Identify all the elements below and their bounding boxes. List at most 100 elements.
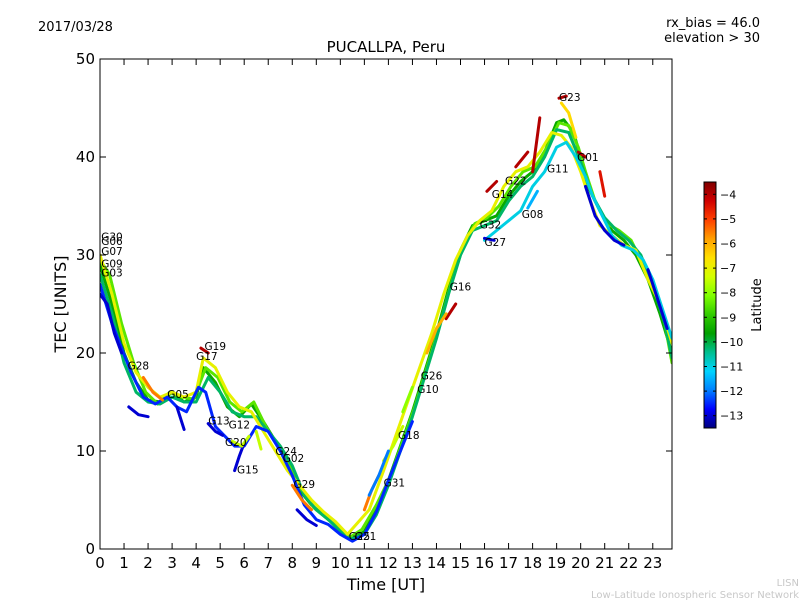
satellite-label-g01: G01 [577,152,599,164]
series-line-10 [233,441,246,473]
satellite-label-g28: G28 [128,361,150,373]
satellite-label-g19: G19 [205,341,227,353]
x-tick-label: 16 [475,554,494,572]
series-line-9 [206,422,225,437]
chart-info-rxbias: rx_bias = 46.0 [666,16,760,31]
chart-date: 2017/03/28 [38,20,113,35]
footer-network: Low-Latitude Ionospheric Sensor Network [591,590,799,600]
y-tick-label: 0 [85,540,95,558]
footer-lisn: LISN [777,578,799,589]
series-line-13 [584,184,626,247]
series-line-8 [175,405,186,431]
colorbar-tick-label: −5 [720,213,736,226]
series-line-6 [100,292,124,355]
x-tick-label: 22 [619,554,638,572]
colorbar-ticks: −4 −5 −6 −7 −8 −9 −10 −11 −12 −13 [704,188,743,423]
x-tick-label: 10 [331,554,350,572]
y-tick-label: 20 [76,344,95,362]
satellite-label-g15: G15 [237,465,259,477]
x-axis-label: Time [UT] [346,575,425,594]
plot-area-frame [99,58,673,550]
satellite-label-g06: G06 [101,236,123,248]
x-tick-label: 14 [427,554,446,572]
satellite-label-g25: G25 [349,531,371,543]
series-line-23 [141,376,164,402]
series-line-19 [557,94,568,100]
satellite-label-g09: G09 [101,259,123,271]
axis-layer: 0 1 2 3 4 5 6 7 8 9 10 11 12 13 14 15 16 17 18 19 20 21 22 2301… [76,50,672,572]
y-tick-label: 30 [76,246,95,264]
satellite-label-g26: G26 [421,371,443,383]
satellite-label-g14: G14 [492,189,514,201]
satellite-label-g13: G13 [208,416,230,428]
colorbar-tick-label: −11 [720,361,743,374]
satellite-label-g07: G07 [101,246,123,258]
satellite-label-g10: G10 [417,384,439,396]
satellite-label-g18: G18 [398,430,420,442]
series-line-29 [254,429,263,451]
x-tick-label: 6 [239,554,249,572]
x-tick-label: 9 [312,554,322,572]
x-tick-label: 0 [95,554,105,572]
y-tick-label: 50 [76,50,95,68]
series-line-14 [646,268,669,330]
x-tick-label: 4 [191,554,201,572]
satellite-label-g16: G16 [450,281,472,293]
series-line-12 [483,236,496,242]
x-tick-label: 23 [643,554,662,572]
colorbar-tick-label: −13 [720,410,743,423]
series-layer [100,94,672,543]
satellite-label-g02: G02 [283,453,305,465]
series-line-16 [485,180,499,193]
satellite-label-g03: G03 [101,268,123,280]
colorbar-tick-label: −9 [720,311,736,324]
x-tick-label: 18 [523,554,542,572]
series-line-7 [127,405,150,419]
satellite-label-g32: G32 [480,220,502,232]
satellite-label-g12: G12 [229,420,251,432]
y-tick-label: 40 [76,148,95,166]
series-line-32 [526,189,539,210]
colorbar-tick-label: −12 [720,385,743,398]
x-tick-label: 20 [571,554,590,572]
satellite-label-g27: G27 [485,237,507,249]
x-tick-label: 21 [595,554,614,572]
chart-info-elevation: elevation > 30 [664,31,760,46]
series-line-17 [514,150,530,169]
satellite-label-g22: G22 [505,175,527,187]
satellite-label-g24: G24 [275,446,297,458]
x-tick-label: 7 [263,554,273,572]
series-line-5 [483,140,672,340]
x-tick-label: 5 [215,554,225,572]
satellite-label-g30: G30 [101,231,123,243]
series-line-15 [199,346,210,355]
series-line-26 [425,312,448,355]
series-line-22 [598,170,607,198]
satellite-label-g31: G31 [384,477,406,489]
satellite-label-g11: G11 [547,164,569,176]
x-tick-label: 13 [403,554,422,572]
chart-title: PUCALLPA, Peru [327,38,446,56]
satellite-label-g29: G29 [294,479,316,491]
x-tick-label: 12 [379,554,398,572]
x-tick-label: 8 [287,554,297,572]
series-line-20 [576,150,587,159]
x-tick-label: 3 [167,554,177,572]
series-line-27 [559,101,578,139]
colorbar-label: Latitude [750,278,765,332]
series-line-18 [531,116,542,174]
series-line-2 [100,128,672,541]
satellite-label-g08: G08 [522,209,544,221]
y-tick-label: 10 [76,442,95,460]
colorbar: −4 −5 −6 −7 −8 −9 −10 −11 −12 −13 Latitude [703,181,765,429]
series-line-31 [401,385,414,414]
colorbar-tick-label: −7 [720,262,736,275]
colorbar-tick-label: −8 [720,287,736,300]
satellite-label-g20: G20 [225,437,247,449]
x-tick-label: 1 [119,554,129,572]
series-line-24 [290,483,313,512]
x-tick-label: 19 [547,554,566,572]
series-line-28 [230,434,251,448]
